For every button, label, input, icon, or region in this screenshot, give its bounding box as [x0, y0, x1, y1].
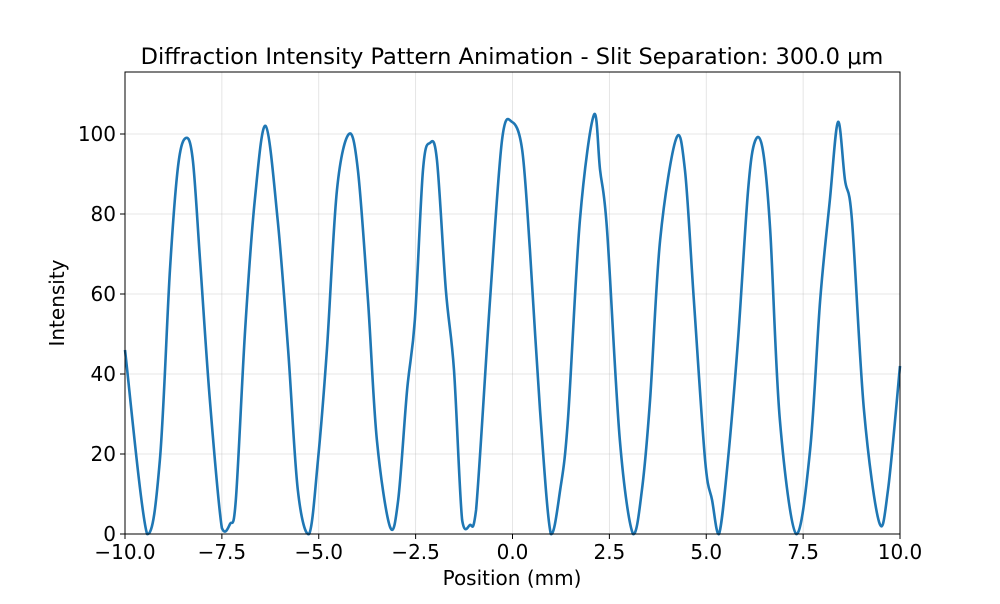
x-tick-label: 2.5 — [593, 540, 625, 564]
y-tick-label: 60 — [91, 282, 116, 306]
x-tick-label: −2.5 — [391, 540, 440, 564]
x-tick-label: 7.5 — [787, 540, 819, 564]
y-ticks: 0 20 40 60 80 100 — [78, 122, 125, 546]
intensity-line — [123, 112, 902, 536]
x-axis-label: Position (mm) — [443, 566, 582, 590]
x-tick-label: 10.0 — [878, 540, 923, 564]
y-tick-label: 0 — [103, 522, 116, 546]
x-ticks: −10.0 −7.5 −5.0 −2.5 0.0 2.5 5.0 7.5 10.0 — [94, 534, 922, 564]
y-tick-label: 100 — [78, 122, 116, 146]
y-tick-label: 80 — [91, 202, 116, 226]
y-axis-label: Intensity — [45, 259, 69, 346]
y-tick-label: 40 — [91, 362, 116, 386]
chart-title: Diffraction Intensity Pattern Animation … — [141, 44, 884, 70]
x-tick-label: 5.0 — [690, 540, 722, 564]
x-tick-label: −10.0 — [94, 540, 155, 564]
x-tick-label: −5.0 — [294, 540, 343, 564]
y-tick-label: 20 — [91, 442, 116, 466]
x-tick-label: 0.0 — [497, 540, 529, 564]
x-tick-label: −7.5 — [198, 540, 247, 564]
